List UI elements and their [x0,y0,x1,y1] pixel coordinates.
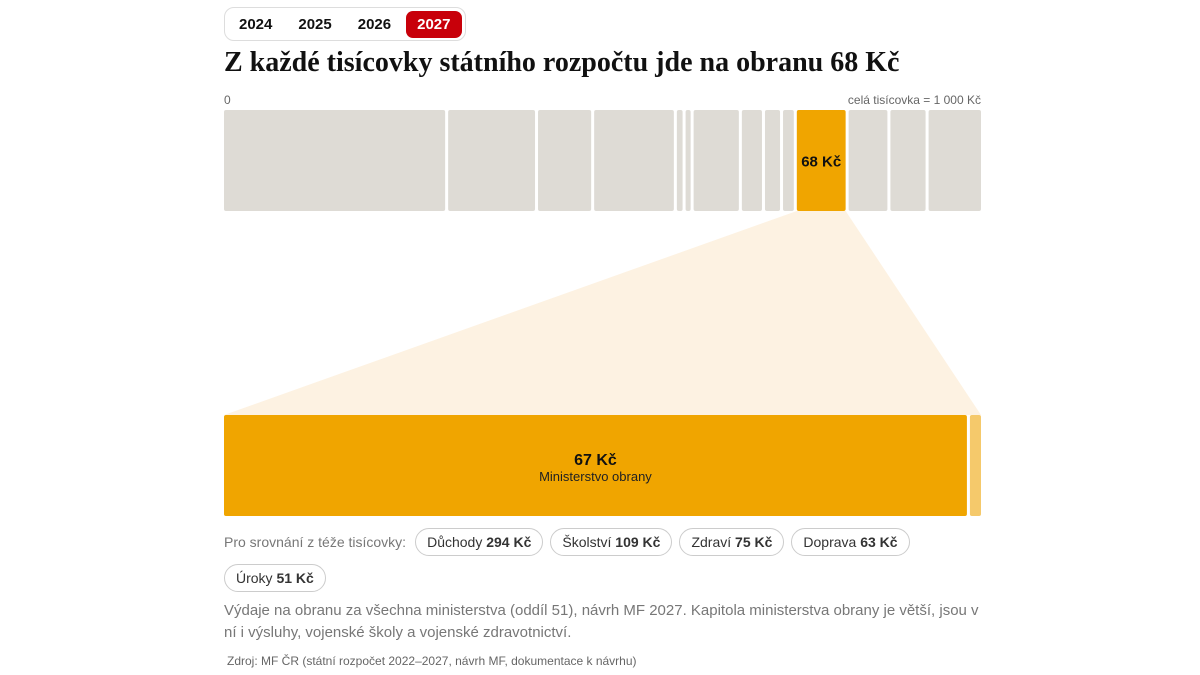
segment [693,110,739,211]
segment [890,110,926,211]
year-tab[interactable]: 2024 [239,15,273,33]
pill-amount: 294 Kč [486,534,532,550]
pill-name: Úroky [236,570,273,586]
comparison-intro: Pro srovnání z téže tisícovky: [224,534,407,550]
year-tabs: 2024 2025 2026 2027 [224,7,466,41]
pill-amount: 109 Kč [615,534,661,550]
comparison: Pro srovnání z téže tisícovky: Důchody 2… [224,528,994,592]
segment [676,110,683,211]
pill-name: Doprava [803,534,857,550]
highlight-label: 68 Kč [801,154,841,171]
pill-amount: 75 Kč [735,534,773,550]
pill-amount: 51 Kč [276,570,314,586]
segment [928,110,981,211]
comparison-pill[interactable]: Důchody 294 Kč [415,528,544,556]
zoom-funnel [224,211,981,415]
segment [685,110,691,211]
year-tab[interactable]: 2027 [406,10,462,38]
detail-bar [224,415,967,516]
comparison-pill[interactable]: Doprava 63 Kč [791,528,910,556]
chart: 0 celá tisícovka = 1 000 Kč 68 Kč 67 KčMini… [224,93,981,516]
comparison-pill[interactable]: Úroky 51 Kč [224,564,326,592]
segment [783,110,794,211]
segment [848,110,888,211]
detail-bar [969,415,981,516]
scale-start: 0 [224,93,231,107]
title: Z každé tisícovky státního rozpočtu jde … [224,47,900,78]
pill-amount: 63 Kč [860,534,898,550]
year-tab[interactable]: 2025 [298,15,332,33]
scale-end: celá tisícovka = 1 000 Kč [848,93,981,107]
source: Zdroj: MF ČR (státní rozpočet 2022–2027,… [227,654,637,668]
pill-name: Školství [562,534,612,550]
pill-name: Důchody [427,534,483,550]
segment [448,110,536,211]
segment [224,110,446,211]
segment [594,110,674,211]
comparison-pill[interactable]: Zdraví 75 Kč [679,528,785,556]
segment [796,110,846,211]
segment [538,110,592,211]
comparison-pill[interactable]: Školství 109 Kč [550,528,673,556]
note: Výdaje na obranu za všechna ministerstva… [224,602,979,641]
segment [764,110,781,211]
pill-name: Zdraví [691,534,732,550]
year-tab[interactable]: 2026 [357,15,392,33]
segment [741,110,762,211]
detail-value: 67 Kč [574,452,617,469]
detail-name: Ministerstvo obrany [539,469,652,484]
